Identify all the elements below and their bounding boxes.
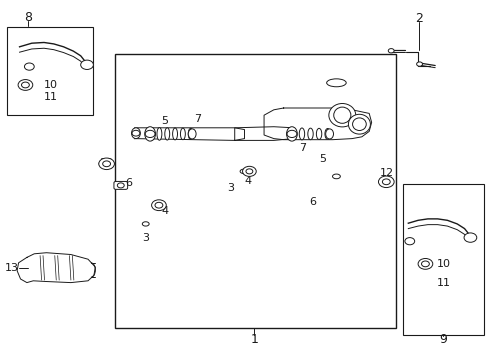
Ellipse shape [131,128,140,139]
Text: 6: 6 [309,197,316,207]
Circle shape [102,161,110,167]
Text: 5: 5 [319,154,325,164]
Circle shape [286,130,296,138]
Polygon shape [17,253,95,283]
Text: 7: 7 [298,143,305,153]
Ellipse shape [149,127,154,140]
Text: 12: 12 [380,168,393,178]
Ellipse shape [307,128,313,140]
Polygon shape [234,127,293,140]
Text: 4: 4 [244,176,251,186]
Circle shape [463,233,476,242]
Text: 6: 6 [125,177,132,188]
Text: 8: 8 [24,11,32,24]
Circle shape [132,130,140,136]
Circle shape [242,166,256,176]
Circle shape [145,130,155,138]
Text: 10: 10 [436,259,450,269]
Bar [403,184,483,335]
Circle shape [382,179,389,185]
Ellipse shape [299,128,304,140]
FancyBboxPatch shape [114,181,127,189]
Text: 13: 13 [5,263,19,273]
Ellipse shape [144,127,155,141]
Circle shape [417,258,432,269]
Ellipse shape [188,129,193,140]
Text: 10: 10 [44,80,58,90]
Circle shape [99,158,114,170]
Ellipse shape [328,104,355,127]
Bar [115,54,395,328]
Ellipse shape [324,129,330,139]
Circle shape [404,238,414,245]
Ellipse shape [347,114,370,134]
Ellipse shape [240,169,248,174]
Text: 3: 3 [227,183,234,193]
Ellipse shape [326,79,346,87]
Ellipse shape [352,118,366,131]
Circle shape [378,176,393,188]
Ellipse shape [316,129,321,140]
Circle shape [421,261,428,267]
Ellipse shape [164,128,169,140]
Ellipse shape [286,127,297,141]
Text: 2: 2 [414,12,422,25]
Ellipse shape [172,128,177,140]
Ellipse shape [332,174,340,179]
Circle shape [24,63,34,70]
Text: 11: 11 [44,92,58,102]
Text: 11: 11 [436,278,450,288]
Text: 4: 4 [161,206,168,216]
Circle shape [151,200,166,211]
Bar [7,27,93,115]
Circle shape [387,49,393,53]
Text: 7: 7 [194,114,201,124]
Circle shape [18,80,33,90]
Polygon shape [134,128,244,140]
Circle shape [117,183,124,188]
Circle shape [21,82,29,88]
Ellipse shape [188,129,196,139]
Circle shape [416,62,422,66]
Text: 5: 5 [161,116,168,126]
Ellipse shape [333,107,350,123]
Text: 3: 3 [142,233,149,243]
Ellipse shape [180,128,185,140]
Ellipse shape [290,128,296,140]
Ellipse shape [157,128,162,140]
Ellipse shape [325,129,333,139]
Ellipse shape [142,222,149,226]
Circle shape [81,60,93,69]
Text: 9: 9 [438,333,446,346]
Circle shape [155,202,163,208]
Text: 12: 12 [100,158,113,168]
Circle shape [245,169,252,174]
Text: 1: 1 [250,333,258,346]
Polygon shape [264,108,371,140]
